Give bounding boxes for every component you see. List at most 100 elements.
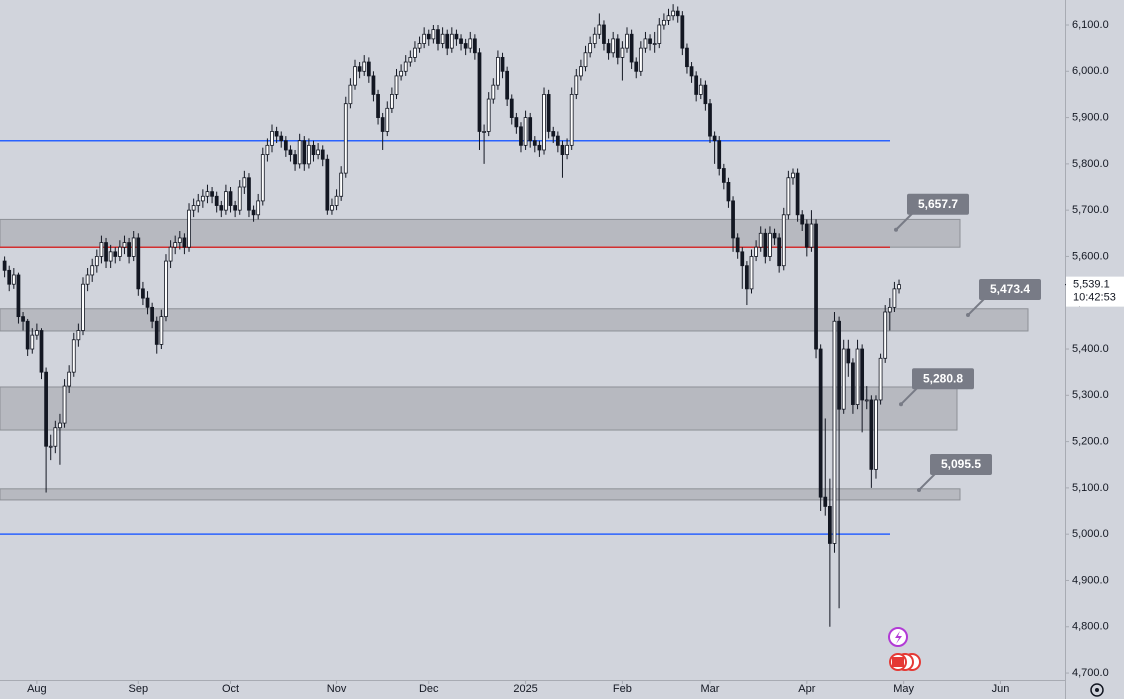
last-price-time: 10:42:53 xyxy=(1073,292,1116,304)
candle-body xyxy=(390,94,394,109)
candle-body xyxy=(883,311,888,359)
candle-body xyxy=(136,237,141,290)
candle-body xyxy=(537,144,542,151)
callout-box xyxy=(930,453,992,475)
settings-icon[interactable] xyxy=(1090,683,1104,697)
candle-body xyxy=(878,357,883,401)
candle-body xyxy=(385,107,390,132)
candle-body xyxy=(519,126,523,146)
callout-label: 5,473.4 xyxy=(990,282,1030,296)
candle-body xyxy=(7,269,12,285)
candle-body xyxy=(224,191,228,211)
candle-body xyxy=(629,33,634,63)
x-tick-label: Apr xyxy=(798,683,815,695)
candle-body xyxy=(251,209,256,216)
candle-body xyxy=(288,149,293,156)
callout-box xyxy=(907,193,969,215)
candle-body xyxy=(745,265,749,290)
candle-body xyxy=(740,251,745,267)
zone xyxy=(0,218,961,248)
candle-body xyxy=(242,177,247,188)
candle-body xyxy=(311,144,316,156)
candle-body xyxy=(542,94,546,151)
candle-body xyxy=(53,427,58,447)
callout-box xyxy=(912,368,974,390)
x-tick-label: Jun xyxy=(992,683,1010,695)
candle-body xyxy=(187,209,191,248)
candle-body xyxy=(380,117,385,132)
candle-body xyxy=(30,334,35,350)
candle-body xyxy=(210,191,214,197)
candle-body xyxy=(90,265,95,276)
candle-body xyxy=(48,445,53,448)
candle-body xyxy=(205,191,210,197)
candle-body xyxy=(283,140,288,151)
candle-body xyxy=(689,66,694,77)
candle-body xyxy=(777,237,782,267)
candle-body xyxy=(735,237,740,253)
candle-body xyxy=(675,10,680,17)
candle-body xyxy=(887,306,892,313)
candle-body xyxy=(680,15,685,49)
candle-body xyxy=(99,242,104,257)
candle-body xyxy=(164,260,168,318)
candle-body xyxy=(892,288,897,308)
candle-body xyxy=(505,70,510,100)
candle-body xyxy=(307,144,311,165)
callout-box xyxy=(979,279,1041,301)
candle-body xyxy=(459,38,463,44)
candle-body xyxy=(76,330,81,341)
candle-body xyxy=(800,214,805,225)
candle-body xyxy=(634,61,639,72)
candle-body xyxy=(270,131,274,146)
candle-body xyxy=(897,284,901,290)
candle-body xyxy=(611,38,616,54)
candle-body xyxy=(781,214,786,267)
candle-body xyxy=(523,117,528,146)
candle-body xyxy=(44,371,48,447)
candle-body xyxy=(320,149,325,160)
x-tick-label: Nov xyxy=(327,683,347,695)
candle-body xyxy=(279,135,284,142)
candle-body xyxy=(454,33,459,40)
y-tick-label: 5,000.0 xyxy=(1072,528,1109,540)
candle-body xyxy=(708,103,712,137)
x-tick-label: Mar xyxy=(701,683,720,695)
candle-body xyxy=(463,43,468,49)
candle-body xyxy=(25,320,30,350)
settings-gear[interactable] xyxy=(1090,683,1104,697)
y-tick-label: 5,600.0 xyxy=(1072,250,1109,262)
candle-body xyxy=(837,320,841,410)
candle-body xyxy=(846,348,851,364)
flag-glyph xyxy=(892,657,904,667)
candle-body xyxy=(832,320,837,544)
candle-body xyxy=(362,61,367,72)
callout-label: 5,095.5 xyxy=(941,457,981,471)
candle-body xyxy=(574,75,579,95)
candle-body xyxy=(754,246,758,257)
callout-anchor xyxy=(899,402,903,407)
candle-body xyxy=(532,140,537,146)
candle-body xyxy=(551,131,556,137)
candle-body xyxy=(449,33,454,49)
candle-body xyxy=(657,24,662,44)
candle-body xyxy=(417,43,422,49)
candle-body xyxy=(579,66,583,77)
callout-label: 5,657.7 xyxy=(918,197,958,211)
candle-body xyxy=(758,232,763,248)
candle-body xyxy=(648,38,652,44)
candle-body xyxy=(440,33,445,44)
candle-body xyxy=(302,140,307,165)
candle-body xyxy=(588,43,593,54)
candle-body xyxy=(528,117,533,142)
candle-body xyxy=(394,75,399,95)
candle-body xyxy=(620,47,625,58)
candle-body xyxy=(353,66,357,86)
candle-body xyxy=(431,29,436,40)
candle-body xyxy=(182,237,187,248)
candle-body xyxy=(237,186,242,211)
candle-body xyxy=(436,29,440,44)
candle-body xyxy=(200,195,205,202)
candle-body xyxy=(297,140,302,165)
